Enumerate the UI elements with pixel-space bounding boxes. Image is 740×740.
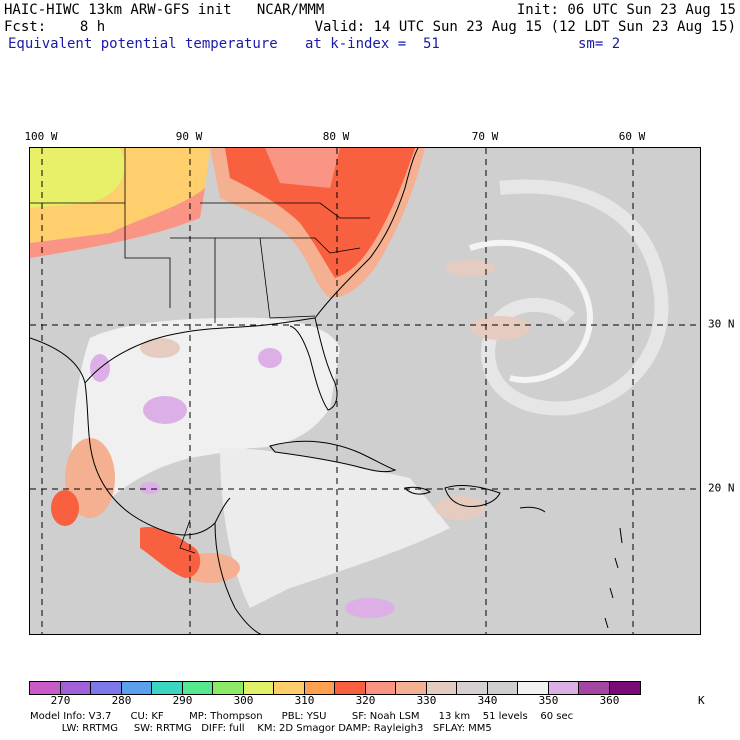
colorbar-swatch <box>365 682 396 694</box>
lavender-patch-3 <box>258 348 282 368</box>
warm-patch-atlantic <box>470 316 530 340</box>
colorbar-swatch <box>457 682 488 694</box>
colorbar-tick-label: 350 <box>538 694 559 707</box>
salmon-region-north <box>30 188 205 258</box>
red-region-central-america <box>140 527 201 578</box>
jamaica <box>404 486 431 495</box>
colorbar-swatch <box>396 682 427 694</box>
colorbar-tick-label: 330 <box>416 694 437 707</box>
colorbar <box>29 681 641 695</box>
colorbar-tick-label: 300 <box>233 694 254 707</box>
colorbar-swatch <box>30 682 61 694</box>
colorbar-swatch <box>304 682 335 694</box>
atlantic-swirl-inner <box>469 239 594 383</box>
model-info-line-2: LW: RRTMG SW: RRTMG DIFF: full KM: 2D Sm… <box>30 723 492 734</box>
lat-label-30n: 30 N <box>708 317 735 331</box>
warm-patch-hispaniola <box>435 496 485 520</box>
border-2 <box>124 203 171 308</box>
puerto-rico <box>519 506 546 513</box>
cuba <box>269 440 397 473</box>
smoothing-label: sm= 2 <box>578 36 621 52</box>
lon-label-90w: 90 W <box>175 130 203 143</box>
border-6 <box>260 237 361 254</box>
colorbar-swatch <box>182 682 213 694</box>
coastlines <box>30 148 623 634</box>
lesser-antilles <box>604 527 623 629</box>
lon-label-80w: 80 W <box>322 130 350 143</box>
init-time: Init: 06 UTC Sun 23 Aug 15 <box>516 2 736 18</box>
gulf-north-coast <box>84 317 316 384</box>
lavender-patch-5 <box>345 598 395 618</box>
colorbar-tick-label: 270 <box>50 694 71 707</box>
colorbar-swatch <box>335 682 366 694</box>
orange-region-north <box>30 148 210 243</box>
yellow-region-northwest <box>30 148 125 208</box>
lon-label-100w: 100 W <box>24 130 58 143</box>
colorbar-tick-label: 310 <box>294 694 315 707</box>
colorbar-swatch <box>609 682 640 694</box>
field-name: Equivalent potential temperature <box>8 36 278 52</box>
colorbar-swatch <box>60 682 91 694</box>
colorbar-swatch <box>152 682 183 694</box>
weather-map <box>29 147 701 635</box>
valid-time: Valid: 14 UTC Sun 23 Aug 15 (12 LDT Sun … <box>314 19 736 35</box>
colorbar-swatch <box>548 682 579 694</box>
lon-label-70w: 70 W <box>471 130 499 143</box>
central-america-east <box>214 522 262 634</box>
forecast-hour: Fcst: 8 h <box>4 19 106 35</box>
colorbar-tick-label: 340 <box>477 694 498 707</box>
colorbar-swatch <box>274 682 305 694</box>
gulf-west-coast <box>30 337 231 536</box>
border-8 <box>179 519 196 554</box>
colorbar-tick-label: 280 <box>111 694 132 707</box>
colorbar-swatch <box>426 682 457 694</box>
warm-patch-texas <box>140 338 180 358</box>
graticule <box>30 148 700 634</box>
atlantic-coast <box>314 148 419 319</box>
colorbar-swatch <box>579 682 610 694</box>
colorbar-swatch <box>121 682 152 694</box>
level-label: at k-index = 51 <box>305 36 440 52</box>
border-7 <box>269 315 316 319</box>
colorbar-swatch <box>518 682 549 694</box>
warm-patch-atlantic-2 <box>445 260 495 276</box>
salmon-band-inner <box>265 148 340 188</box>
colorbar-swatch <box>487 682 518 694</box>
borders <box>30 148 370 554</box>
lon-label-60w: 60 W <box>618 130 646 143</box>
lavender-patch-4 <box>140 482 160 494</box>
colorbar-tick-label: 360 <box>599 694 620 707</box>
colorbar-swatch <box>243 682 274 694</box>
caribbean-light-region <box>220 448 450 608</box>
colorbar-unit: K <box>698 694 705 707</box>
border-5 <box>200 202 370 219</box>
warm-patch-mexico <box>65 438 115 518</box>
lavender-patch-1 <box>143 396 187 424</box>
red-patch-mexico <box>51 490 79 526</box>
lat-label-20n: 20 N <box>708 481 735 495</box>
title-left: HAIC-HIWC 13km ARW-GFS init NCAR/MMM <box>4 2 325 18</box>
model-info-line-1: Model Info: V3.7 CU: KF MP: Thompson PBL… <box>30 711 574 722</box>
colorbar-swatch <box>91 682 122 694</box>
florida-coast <box>289 317 338 411</box>
red-region-southeast <box>225 148 415 278</box>
colorbar-tick-label: 320 <box>355 694 376 707</box>
colorbar-tick-label: 290 <box>172 694 193 707</box>
map-canvas <box>30 148 700 634</box>
colorbar-swatch <box>213 682 244 694</box>
